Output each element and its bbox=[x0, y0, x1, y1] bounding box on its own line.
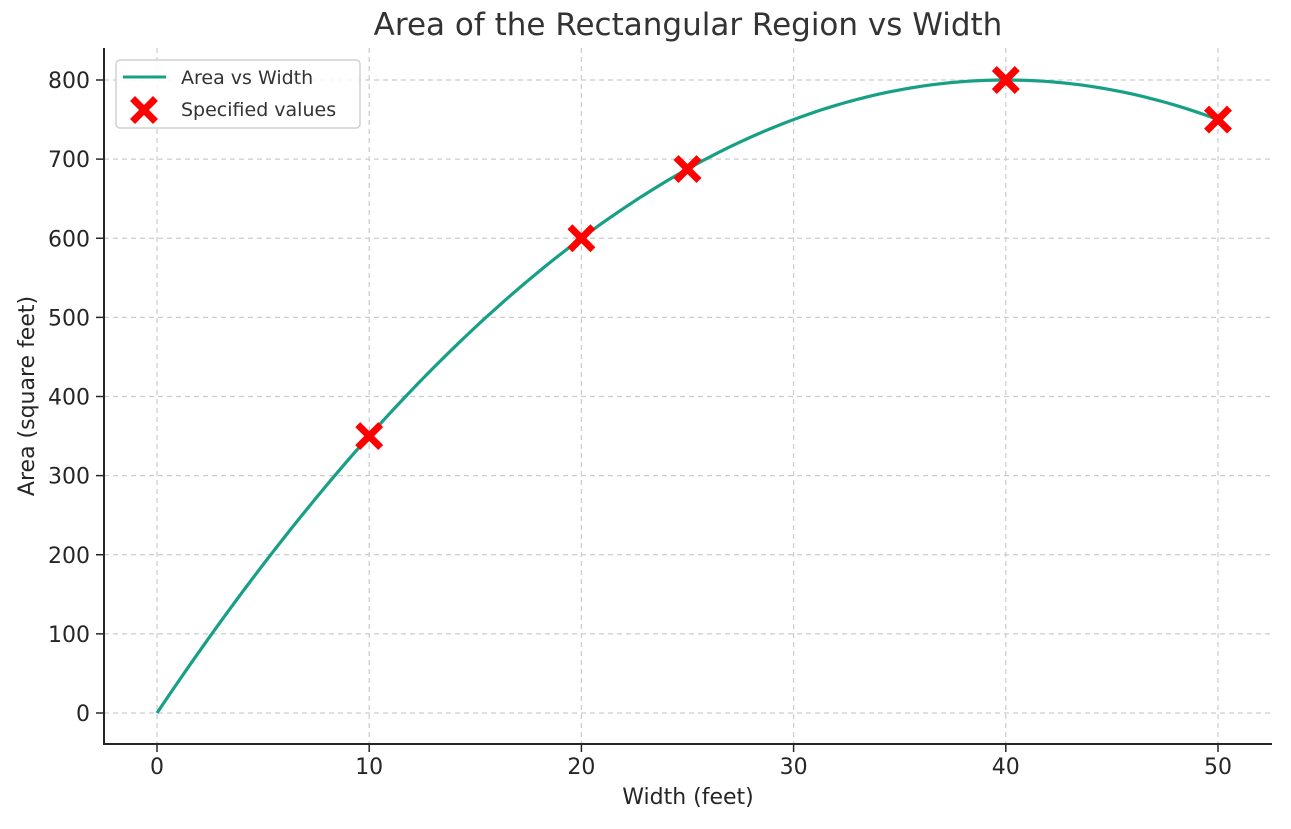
x-ticks: 0 10 20 30 40 50 bbox=[150, 744, 1232, 780]
x-marker-icon bbox=[130, 96, 158, 124]
x-marker-icon bbox=[567, 224, 596, 253]
x-axis-label: Width (feet) bbox=[622, 785, 754, 810]
y-axis-label: Area (square feet) bbox=[15, 296, 40, 496]
x-tick-label: 20 bbox=[567, 755, 595, 780]
x-marker-icon bbox=[355, 422, 384, 451]
y-tick-label: 300 bbox=[48, 465, 90, 490]
legend: Area vs Width Specified values bbox=[115, 59, 361, 129]
x-tick-label: 50 bbox=[1204, 755, 1232, 780]
grid-lines bbox=[104, 48, 1272, 744]
x-marker-icon bbox=[673, 155, 702, 183]
y-tick-label: 400 bbox=[48, 386, 90, 411]
specified-values-markers bbox=[355, 66, 1232, 451]
y-tick-label: 700 bbox=[48, 148, 90, 173]
chart-title: Area of the Rectangular Region vs Width bbox=[374, 7, 1003, 43]
y-tick-label: 600 bbox=[48, 227, 90, 252]
legend-box bbox=[115, 59, 361, 129]
y-tick-label: 500 bbox=[48, 306, 90, 331]
y-ticks: 0 100 200 300 400 500 600 700 800 bbox=[48, 69, 104, 727]
x-marker-icon bbox=[1204, 105, 1232, 134]
x-tick-label: 10 bbox=[355, 755, 383, 780]
legend-label-area: Area vs Width bbox=[181, 67, 313, 89]
y-tick-label: 200 bbox=[48, 544, 90, 569]
x-tick-label: 0 bbox=[150, 755, 164, 780]
y-tick-label: 800 bbox=[48, 69, 90, 94]
y-tick-label: 100 bbox=[48, 623, 90, 648]
legend-x-marker-icon bbox=[130, 96, 158, 124]
legend-label-specified: Specified values bbox=[181, 99, 336, 121]
x-marker-icon bbox=[991, 66, 1020, 94]
x-tick-label: 30 bbox=[780, 755, 808, 780]
x-tick-label: 40 bbox=[992, 755, 1020, 780]
y-tick-label: 0 bbox=[76, 702, 90, 727]
